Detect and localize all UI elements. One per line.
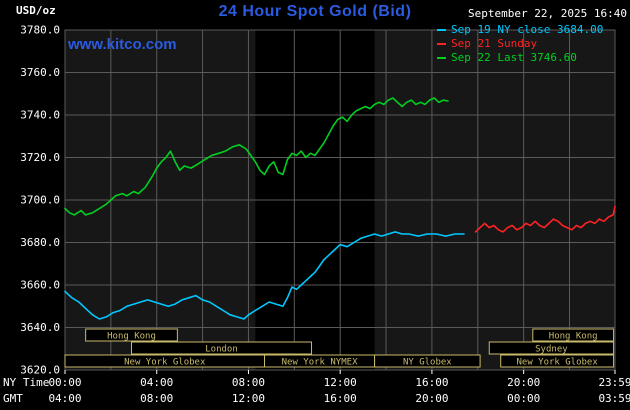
session-label: New York Globex (516, 358, 598, 368)
y-tick-label: 3620.0 (20, 364, 60, 377)
gmt-axis-label: GMT (3, 392, 23, 405)
series-line-sep-21-sunday (474, 205, 616, 233)
legend-item-sep21: Sep 21 Sunday (437, 37, 603, 51)
session-box (500, 354, 615, 368)
ny-time-tick-label: 00:00 (48, 376, 81, 389)
series-line-sep-22 (64, 97, 449, 216)
session-label: Hong Kong (549, 332, 598, 342)
chart-title: 24 Hour Spot Gold (Bid) (218, 3, 412, 20)
legend-label: Sep 21 Sunday (451, 37, 538, 50)
session-box (131, 341, 313, 355)
ny-time-tick-label: 08:00 (232, 376, 265, 389)
session-box (374, 354, 481, 368)
series-dash-icon (437, 43, 446, 45)
y-tick-label: 3640.0 (20, 321, 60, 334)
ny-time-tick-label: 16:00 (415, 376, 448, 389)
session-label: Hong Kong (107, 332, 156, 342)
ny-time-tick-label: 12:00 (324, 376, 357, 389)
ny-time-axis-label: NY Time (3, 376, 49, 389)
series-dash-icon (437, 29, 446, 31)
gmt-tick-label: 03:59 (598, 392, 630, 405)
session-box (532, 328, 615, 342)
gmt-tick-label: 04:00 (48, 392, 81, 405)
session-box (85, 328, 178, 342)
series-line-sep-19 (64, 231, 465, 320)
ny-time-tick-label: 20:00 (507, 376, 540, 389)
session-label: New York NYMEX (282, 358, 358, 368)
y-tick-label: 3680.0 (20, 236, 60, 249)
session-box (488, 341, 615, 355)
gmt-tick-label: 08:00 (140, 392, 173, 405)
kitco-watermark: www.kitco.com (68, 36, 177, 53)
chart-legend: Sep 19 NY close 3684.00 Sep 21 Sunday Se… (437, 23, 603, 65)
legend-item-sep19: Sep 19 NY close 3684.00 (437, 23, 603, 37)
chart-datetime: September 22, 2025 16:40 (468, 7, 627, 20)
ny-time-tick-label: 04:00 (140, 376, 173, 389)
session-label: New York Globex (124, 358, 206, 368)
session-label: Sydney (535, 345, 568, 355)
series-dash-icon (437, 57, 446, 59)
y-tick-label: 3700.0 (20, 194, 60, 207)
session-label: London (205, 345, 238, 355)
y-tick-label: 3660.0 (20, 279, 60, 292)
legend-label: Sep 22 Last 3746.60 (451, 51, 577, 64)
gmt-tick-label: 20:00 (415, 392, 448, 405)
legend-item-sep22: Sep 22 Last 3746.60 (437, 51, 603, 65)
gmt-tick-label: 16:00 (324, 392, 357, 405)
gmt-tick-label: 12:00 (232, 392, 265, 405)
ny-time-tick-label: 23:59 (598, 376, 630, 389)
gmt-tick-label: 00:00 (507, 392, 540, 405)
legend-label: Sep 19 NY close 3684.00 (451, 23, 604, 36)
y-tick-label: 3760.0 (20, 66, 60, 79)
y-tick-label: 3740.0 (20, 109, 60, 122)
y-tick-label: 3780.0 (20, 24, 60, 37)
units-label: USD/oz (16, 4, 56, 17)
session-label: NY Globex (403, 358, 452, 368)
y-tick-label: 3720.0 (20, 151, 60, 164)
